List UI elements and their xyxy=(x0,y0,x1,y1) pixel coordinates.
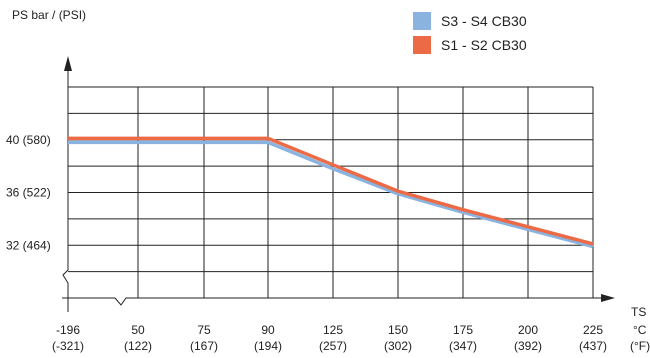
series-line-s3-s4 xyxy=(68,140,594,249)
y-axis-line xyxy=(62,60,69,312)
x-tick-label-celsius: 225 xyxy=(583,323,603,337)
x-axis-unit-celsius: °C xyxy=(633,323,647,337)
x-tick-label-celsius: 90 xyxy=(261,323,275,337)
y-axis-arrow xyxy=(64,56,72,71)
x-axis-line xyxy=(62,297,605,306)
y-tick-label: 40 (580) xyxy=(6,133,51,147)
x-tick-label-fahrenheit: (437) xyxy=(579,339,607,353)
x-tick-label-celsius: 50 xyxy=(131,323,145,337)
legend-label-s1-s2: S1 - S2 CB30 xyxy=(441,37,527,53)
x-tick-label-fahrenheit: (347) xyxy=(449,339,477,353)
x-tick-label-fahrenheit: (167) xyxy=(190,339,218,353)
y-tick-label: 36 (522) xyxy=(6,186,51,200)
x-tick-label-celsius: 200 xyxy=(518,323,538,337)
x-tick-label-celsius: 125 xyxy=(323,323,343,337)
x-tick-label-celsius: -196 xyxy=(56,323,80,337)
x-tick-label-fahrenheit: (257) xyxy=(319,339,347,353)
y-axis-title: PS bar / (PSI) xyxy=(12,8,86,22)
x-axis-unit-fahrenheit: (°F) xyxy=(630,339,650,353)
x-tick-label-fahrenheit: (122) xyxy=(124,339,152,353)
x-tick-label-celsius: 175 xyxy=(453,323,473,337)
y-tick-label: 32 (464) xyxy=(6,238,51,252)
legend-swatch-s3-s4 xyxy=(413,12,431,30)
chart-axes xyxy=(62,56,615,312)
legend-swatch-s1-s2 xyxy=(413,36,431,54)
x-tick-label-celsius: 150 xyxy=(388,323,408,337)
chart-grid xyxy=(68,86,594,298)
x-tick-label-celsius: 75 xyxy=(197,323,211,337)
series-line-s1-s2 xyxy=(68,136,594,246)
chart-legend: S3 - S4 CB30 S1 - S2 CB30 xyxy=(413,12,527,54)
x-tick-labels: -196 (-321) 50 (122) 75 (167) 90 (194) 125 (257) 1… xyxy=(52,323,607,353)
y-tick-labels: 40 (580) 36 (522) 32 (464) xyxy=(6,133,51,253)
chart-series-lines xyxy=(68,136,594,249)
x-axis-arrow xyxy=(601,294,615,302)
x-tick-label-fahrenheit: (-321) xyxy=(52,339,84,353)
x-axis-title: TS xyxy=(631,305,646,319)
legend-label-s3-s4: S3 - S4 CB30 xyxy=(441,13,527,29)
x-tick-label-fahrenheit: (392) xyxy=(514,339,542,353)
x-tick-label-fahrenheit: (302) xyxy=(384,339,412,353)
x-tick-label-fahrenheit: (194) xyxy=(254,339,282,353)
